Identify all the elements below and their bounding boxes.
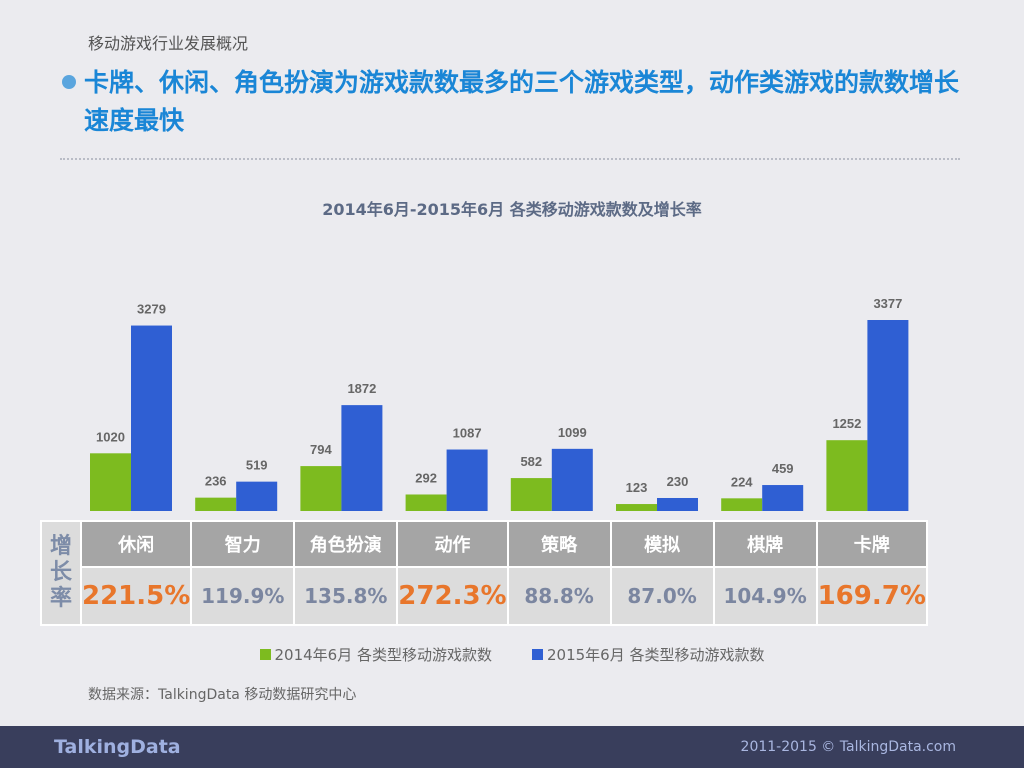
bar-2014 [90,453,131,511]
data-label: 519 [246,458,268,473]
category-cell: 卡牌 [815,520,928,568]
bullet-icon [62,75,76,89]
bar-chart: 1020 3279 236 519 794 1872 292 1087 582 1099 123 23… [90,296,909,511]
growth-cell: 88.8% [506,566,612,626]
data-label: 1087 [453,426,482,441]
bar-2014 [826,440,868,511]
data-label: 3279 [137,302,166,317]
divider [60,158,960,160]
section-title: 移动游戏行业发展概况 [88,34,249,53]
category-cell: 模拟 [609,520,715,568]
category-cell: 策略 [506,520,612,568]
data-label: 794 [310,442,332,457]
legend-label: 2015年6月 各类型移动游戏款数 [547,646,765,664]
bar-2014 [510,478,552,511]
category-cell: 棋牌 [712,520,818,568]
bar-2014 [405,494,447,511]
growth-cell: 104.9% [712,566,818,626]
bar-2014 [721,498,763,511]
legend: 2014年6月 各类型移动游戏款数 2015年6月 各类型移动游戏款数 [0,644,1024,665]
data-source: 数据来源：TalkingData 移动数据研究中心 [88,687,357,703]
data-label: 582 [520,454,542,469]
growth-cell: 169.7% [815,566,928,626]
footer: TalkingData 2011-2015 © TalkingData.com [0,726,1024,768]
bar-2015 [657,497,698,511]
growth-row-label: 增长率 [40,520,82,626]
data-label: 230 [667,474,689,489]
growth-cell: 119.9% [190,566,296,626]
bar-2015 [762,485,804,511]
legend-item-2014: 2014年6月 各类型移动游戏款数 [259,644,493,665]
data-label: 1872 [347,381,376,396]
legend-swatch [259,649,271,660]
data-label: 459 [772,461,794,476]
legend-item-2015: 2015年6月 各类型移动游戏款数 [532,644,765,665]
category-cell: 智力 [190,520,296,568]
talkingdata-logo: TalkingData [54,736,181,758]
bar-2015 [341,405,383,511]
data-label: 1099 [558,425,587,440]
growth-cell: 272.3% [396,566,509,626]
legend-label: 2014年6月 各类型移动游戏款数 [274,646,493,664]
data-label: 236 [205,474,227,489]
category-cell: 动作 [396,520,509,568]
chart-title: 2014年6月-2015年6月 各类移动游戏款数及增长率 [322,200,702,219]
data-label: 3377 [873,296,902,311]
data-label: 224 [731,474,753,489]
category-cell: 角色扮演 [293,520,399,568]
growth-cell: 221.5% [79,566,193,626]
growth-table: 增长率休闲 智力 角色扮演 动作 策略 模拟 棋牌 卡牌 221.5% 119.9% 135.8%… [40,520,928,626]
category-cell: 休闲 [79,520,193,568]
data-label: 292 [415,470,437,485]
growth-cell: 135.8% [293,566,399,626]
bar-2015 [551,448,593,511]
bar-2015 [236,481,278,511]
data-label: 123 [626,480,648,495]
copyright: 2011-2015 © TalkingData.com [740,739,956,755]
growth-cell: 87.0% [609,566,715,626]
data-label: 1252 [832,416,861,431]
legend-swatch [532,649,543,660]
bar-2015 [131,325,172,511]
bar-2014 [616,504,657,511]
page-title: 卡牌、休闲、角色扮演为游戏款数最多的三个游戏类型，动作类游戏的款数增长速度最快 [84,68,960,135]
bar-2014 [300,466,342,511]
bar-2014 [195,497,237,511]
data-label: 1020 [96,429,125,444]
bar-2015 [867,320,909,511]
bar-2015 [446,449,488,511]
